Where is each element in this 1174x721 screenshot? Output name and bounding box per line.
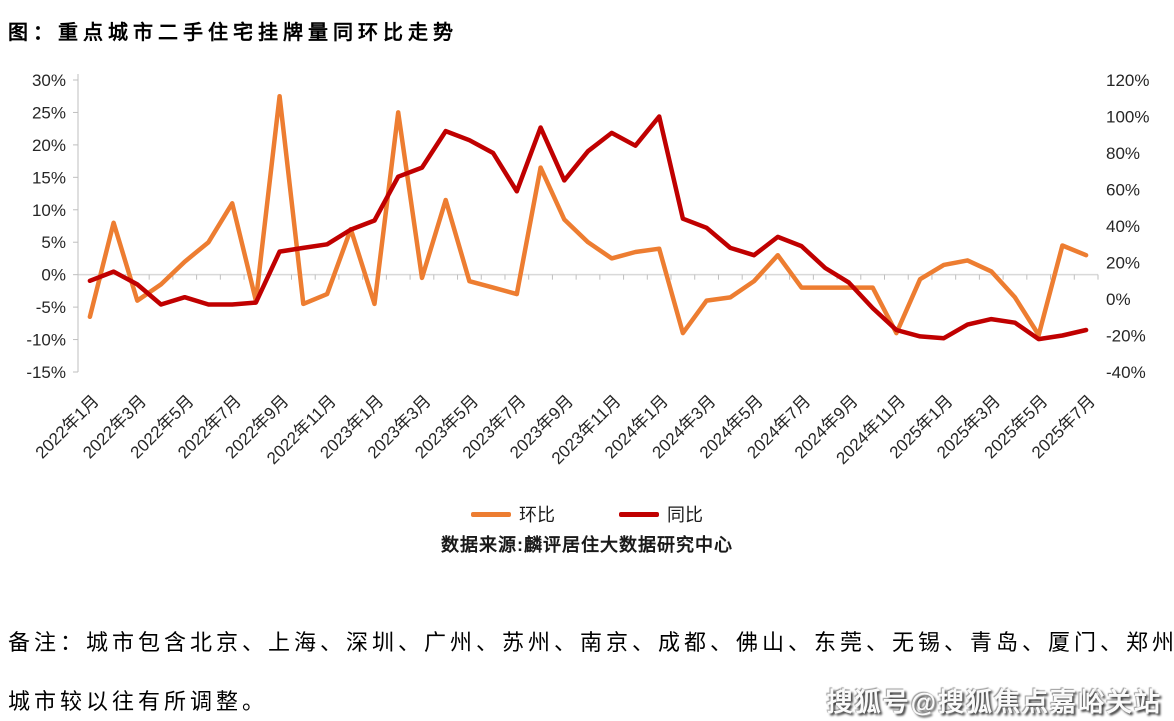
chart-title: 图：重点城市二手住宅挂牌量同环比走势: [8, 22, 458, 44]
footnote-line-2: 城市较以往有所调整。: [8, 690, 269, 715]
legend-item-mom: 环比: [471, 501, 555, 527]
left-axis-tick-label: -5%: [36, 298, 66, 317]
listing-volume-chart: 30% 25% 20% 15% 10% 5% 0% -5% -10% -15% 120% 100% 80…: [0, 22, 1174, 555]
data-source-caption: 数据来源:麟评居住大数据研究中心: [441, 535, 733, 555]
footnote-line-1: 备注：城市包含北京、上海、深圳、广州、苏州、南京、成都、佛山、东莞、无锡、青岛、…: [8, 631, 1174, 656]
left-axis-tick-label: -15%: [26, 363, 66, 382]
right-axis-tick-label: -20%: [1106, 327, 1146, 346]
left-axis-tick-label: 25%: [32, 103, 66, 122]
right-axis-tick-label: 20%: [1106, 254, 1140, 273]
left-axis-tick-label: 15%: [32, 168, 66, 187]
right-axis-tick-label: 100%: [1106, 108, 1149, 127]
right-axis-tick-label: 120%: [1106, 71, 1149, 90]
right-axis-tick-label: -40%: [1106, 363, 1146, 382]
left-axis-tick-label: 10%: [32, 201, 66, 220]
legend-item-yoy: 同比: [619, 501, 703, 527]
left-axis-tick-label: 20%: [32, 136, 66, 155]
left-axis-tick-label: -10%: [26, 331, 66, 350]
yoy-legend-label: 同比: [667, 505, 703, 525]
sohu-watermark: 搜狐号@搜狐焦点嘉峪关站: [826, 687, 1162, 717]
yoy-series-line: [87, 114, 1089, 342]
right-axis-tick-label: 40%: [1106, 217, 1140, 236]
left-axis-tick-label: 5%: [41, 233, 66, 252]
yoy-line-swatch: [619, 511, 659, 517]
left-axis-tick-label: 0%: [41, 266, 66, 285]
right-axis-tick-label: 60%: [1106, 181, 1140, 200]
right-axis-tick-label: 0%: [1106, 290, 1131, 309]
mom-line-swatch: [471, 511, 511, 517]
chart-canvas: 30% 25% 20% 15% 10% 5% 0% -5% -10% -15% 120% 100% 80…: [26, 71, 1149, 468]
mom-legend-label: 环比: [519, 505, 555, 525]
mom-series-line: [87, 93, 1089, 338]
left-axis-tick-label: 30%: [32, 71, 66, 90]
chart-legend: 环比 同比: [0, 501, 1174, 527]
right-axis-tick-label: 80%: [1106, 144, 1140, 163]
